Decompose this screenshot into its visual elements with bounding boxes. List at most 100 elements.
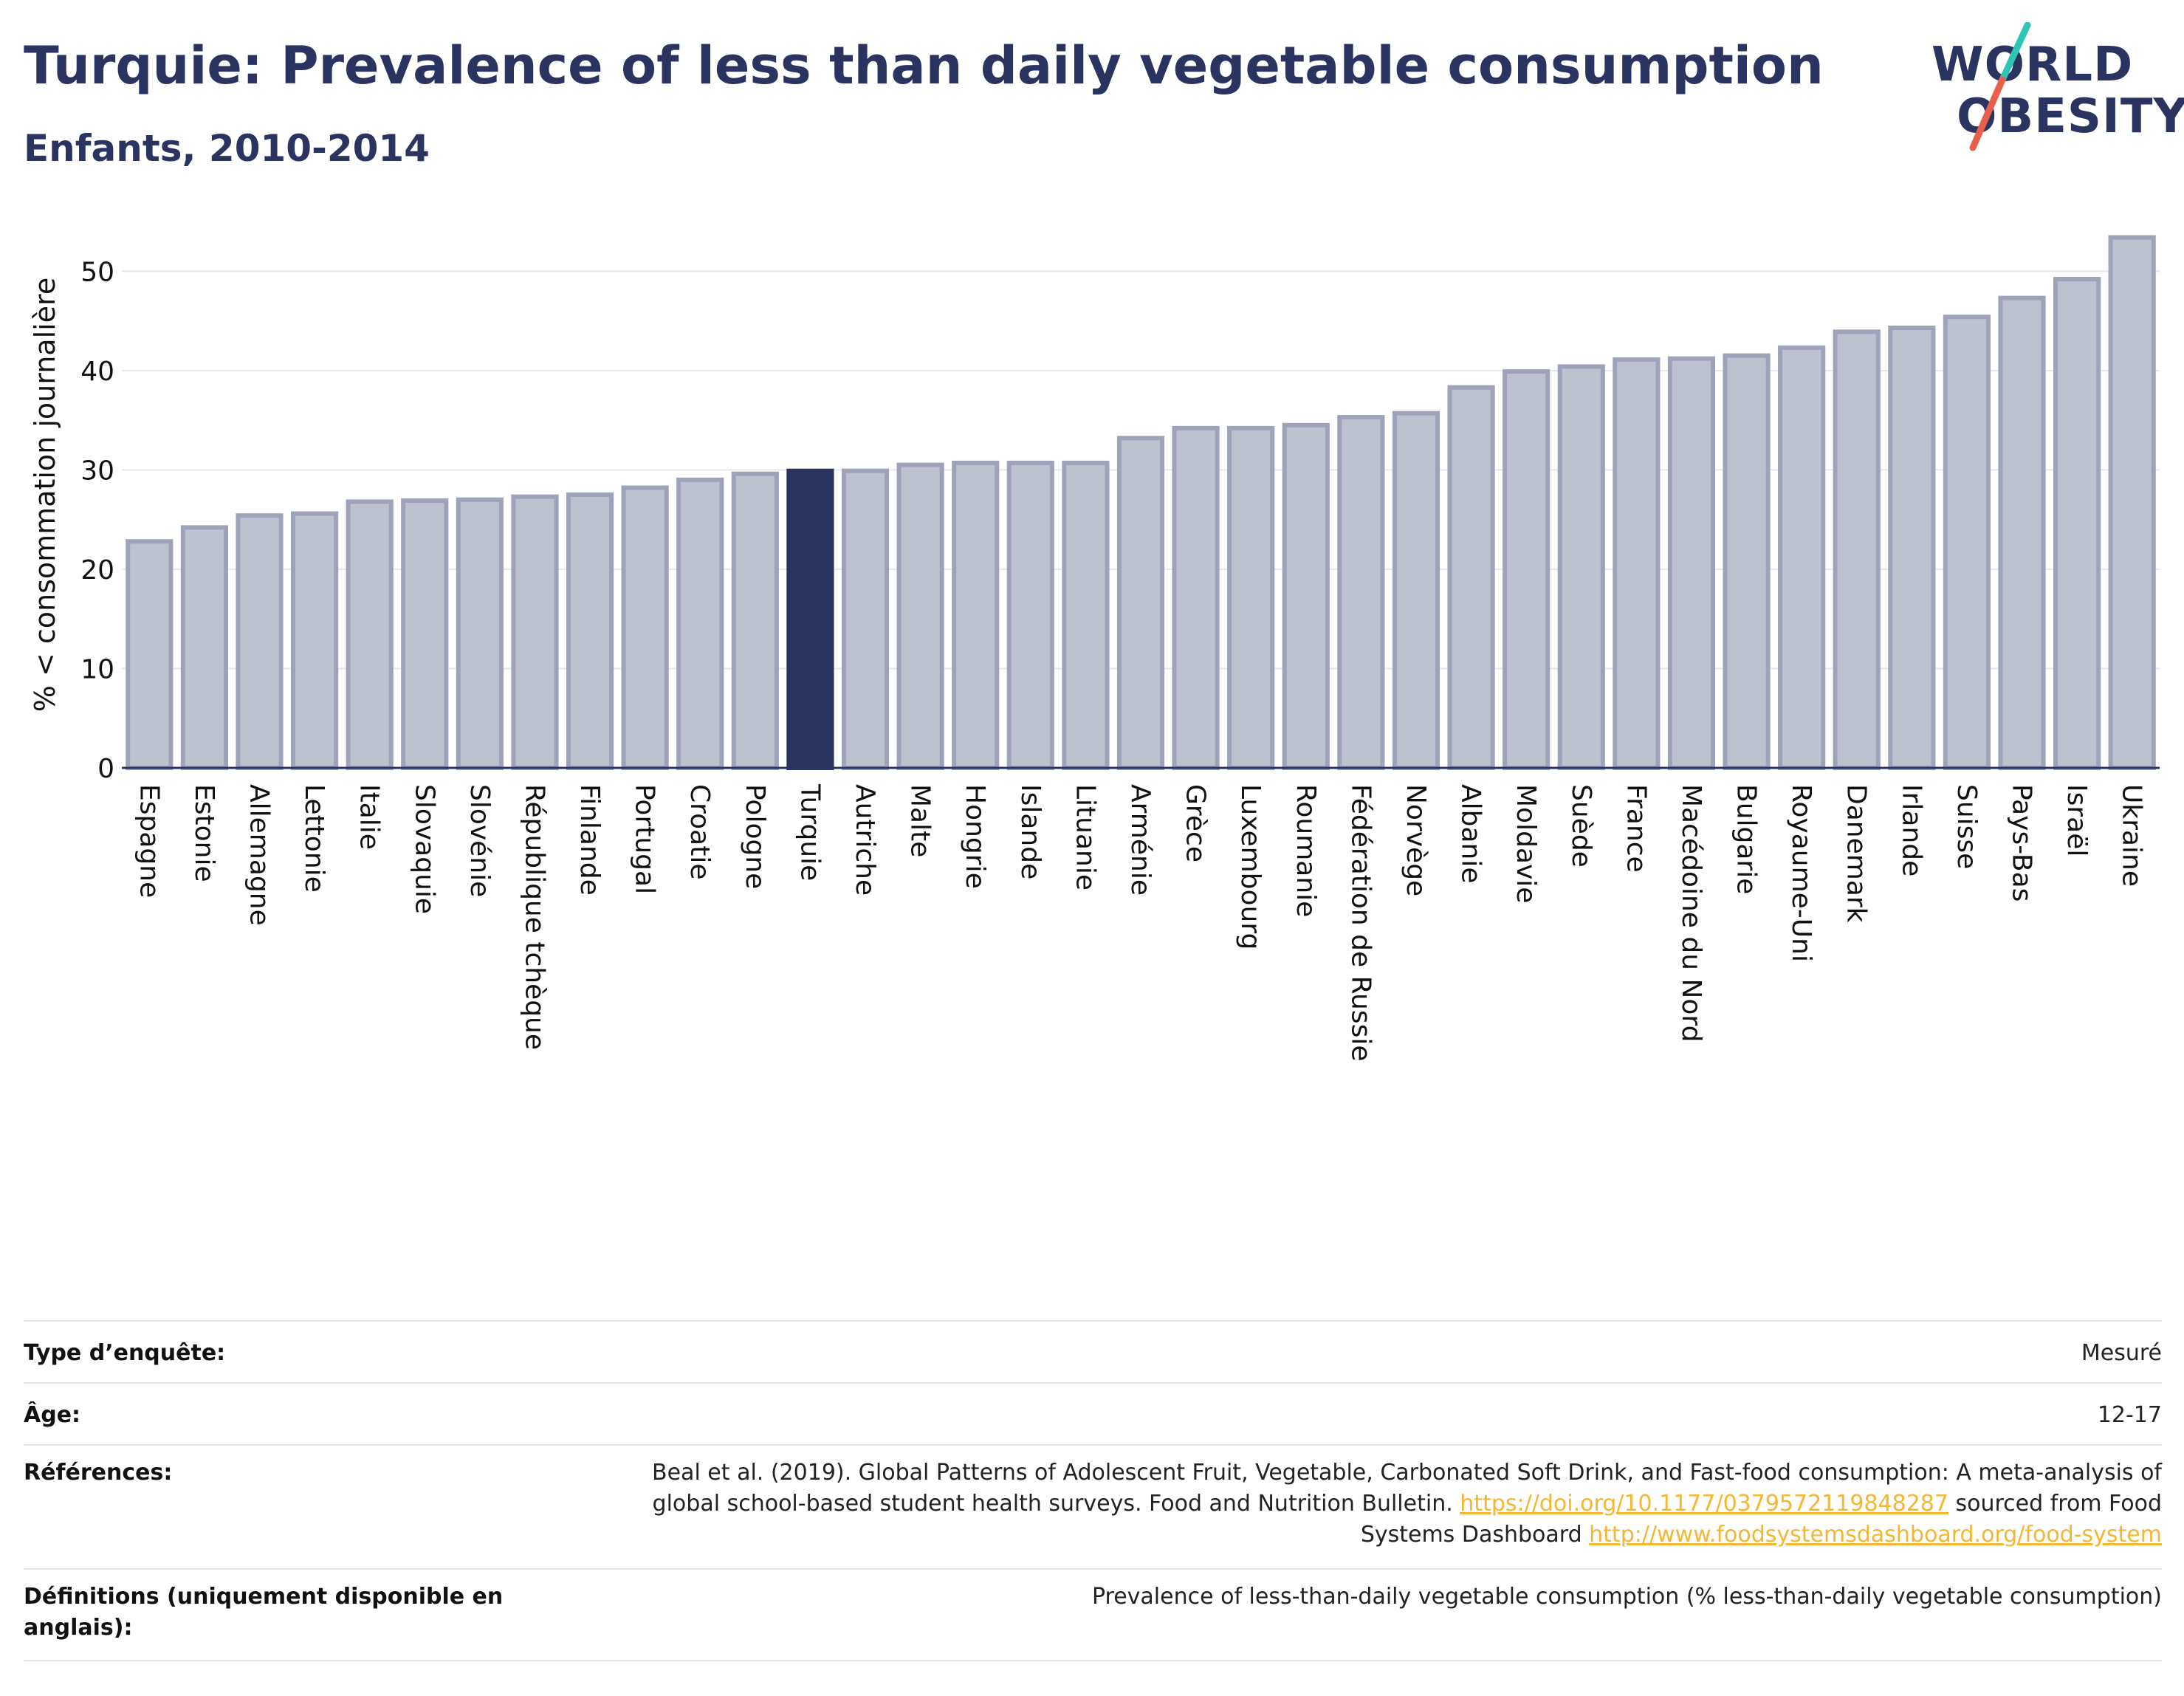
- logo-slash-icon: [1969, 22, 2031, 151]
- bar-macédoine-du-nord: [1667, 356, 1716, 770]
- x-tick-label: Albanie: [1456, 784, 1486, 884]
- bar-portugal: [621, 485, 669, 770]
- bar-danemark: [1833, 329, 1881, 770]
- x-tick-label: Irlande: [1896, 784, 1926, 876]
- bar-allemagne: [236, 513, 284, 770]
- x-tick-label: Allemagne: [244, 784, 274, 926]
- x-tick-label: Islande: [1015, 784, 1045, 879]
- x-tick-label: Pologne: [740, 784, 770, 889]
- bar-irlande: [1888, 325, 1936, 771]
- bar-roumanie: [1282, 422, 1330, 770]
- definitions-value: Prevalence of less-than-daily vegetable …: [1091, 1584, 2162, 1610]
- x-tick-label: Portugal: [630, 784, 660, 894]
- x-tick-label: Arménie: [1125, 784, 1155, 896]
- bar-république-tchèque: [511, 494, 559, 770]
- bar-norvège: [1392, 411, 1440, 770]
- bar-lituanie: [1062, 460, 1110, 770]
- y-axis-ticks: 0 10 20 30 40 50: [80, 257, 114, 784]
- x-axis-labels: Espagne Estonie Allemagne Lettonie Italie Slo…: [134, 783, 2146, 1061]
- bar-finlande: [566, 492, 614, 770]
- definitions-label: Définitions (uniquement disponible en an…: [24, 1584, 504, 1641]
- bar-arménie: [1116, 436, 1165, 770]
- x-tick-label: Suisse: [1951, 784, 1982, 869]
- references-source-text: sourced from Food Systems Dashboard: [1360, 1491, 2162, 1548]
- x-tick-label: Ukraine: [2117, 784, 2147, 887]
- age-value: 12-17: [2097, 1402, 2162, 1428]
- bar-slovénie: [456, 497, 504, 770]
- x-tick-label: République tchèque: [519, 784, 549, 1050]
- age-label: Âge:: [24, 1402, 81, 1428]
- references-text: Beal et al. (2019). Global Patterns of A…: [652, 1460, 2162, 1517]
- x-tick-label: Luxembourg: [1235, 784, 1266, 950]
- y-tick-label: 30: [80, 456, 114, 486]
- x-tick-label: Danemark: [1841, 784, 1872, 923]
- y-tick-label: 0: [97, 754, 114, 784]
- x-tick-label: Estonie: [189, 784, 219, 882]
- doi-link[interactable]: https://doi.org/10.1177/0379572119848287: [1460, 1491, 1948, 1517]
- logo-word-world: WORLD: [1931, 38, 2134, 92]
- x-tick-label: Hongrie: [960, 784, 990, 889]
- survey-type-value: Mesuré: [2081, 1340, 2162, 1366]
- x-tick-label: Moldavie: [1511, 784, 1541, 903]
- x-tick-label: Slovaquie: [409, 784, 439, 914]
- world-obesity-logo: WORLD OBESITY: [1927, 22, 2184, 155]
- x-tick-label: Norvège: [1401, 784, 1431, 896]
- x-tick-label: Finlande: [574, 784, 605, 896]
- x-tick-label: Malte: [905, 784, 935, 857]
- bars: [126, 235, 2156, 771]
- x-tick-label: Italie: [354, 784, 385, 850]
- info-table: Type d’enquête: Mesuré Âge: 12-17 Référe…: [24, 1320, 2162, 1661]
- survey-type-label: Type d’enquête:: [24, 1340, 226, 1366]
- x-tick-label: Grèce: [1181, 784, 1211, 862]
- x-tick-label: Fédération de Russie: [1345, 784, 1376, 1061]
- food-systems-link[interactable]: http://www.foodsystemsdashboard.org/food…: [1589, 1522, 2162, 1548]
- y-axis-title: % < consommation journalière: [29, 278, 61, 712]
- bar-malte: [896, 462, 944, 770]
- y-tick-label: 40: [80, 357, 114, 387]
- bar-pologne: [731, 471, 779, 770]
- x-tick-label: Roumanie: [1291, 784, 1321, 917]
- x-tick-label: Autriche: [850, 784, 880, 896]
- y-tick-label: 50: [80, 257, 114, 287]
- references-label: Références:: [24, 1460, 173, 1486]
- x-tick-label: Bulgarie: [1731, 784, 1762, 894]
- bar-estonie: [180, 525, 228, 770]
- bar-royaume-uni: [1778, 345, 1826, 770]
- bar-albanie: [1447, 385, 1495, 770]
- x-tick-label: Pays-Bas: [2007, 784, 2037, 902]
- bar-grèce: [1172, 425, 1220, 770]
- footer-row-references: Références: Beal et al. (2019). Global P…: [24, 1444, 2162, 1568]
- bar-espagne: [126, 539, 174, 770]
- bar-islande: [1006, 460, 1054, 770]
- x-tick-label: Royaume-Uni: [1786, 784, 1816, 962]
- bar-croatie: [676, 477, 724, 770]
- x-tick-label: Slovénie: [464, 784, 495, 897]
- x-tick-label: Israël: [2061, 784, 2092, 856]
- bar-fédération-de-russie: [1337, 415, 1385, 770]
- x-tick-label: Suède: [1566, 784, 1596, 868]
- bar-pays-bas: [1998, 295, 2046, 771]
- y-tick-label: 20: [80, 555, 114, 586]
- bar-hongrie: [952, 460, 1000, 770]
- bar-bulgarie: [1723, 353, 1771, 771]
- bar-lettonie: [290, 511, 339, 770]
- x-tick-label: Lituanie: [1070, 784, 1100, 890]
- bar-suède: [1557, 364, 1605, 771]
- chart-subtitle: Enfants, 2010-2014: [24, 127, 430, 170]
- bar-suisse: [1943, 315, 1991, 770]
- x-tick-label: Turquie: [794, 783, 825, 881]
- bar-chart: 0 10 20 30 40 50 Espagne Estonie Allemagne Letto…: [29, 235, 2160, 1061]
- y-tick-label: 10: [80, 654, 114, 684]
- x-tick-label: Lettonie: [299, 784, 329, 893]
- bar-italie: [346, 499, 394, 770]
- footer-row-age: Âge: 12-17: [24, 1382, 2162, 1444]
- footer-row-definitions: Définitions (uniquement disponible en an…: [24, 1568, 2162, 1661]
- bar-slovaquie: [401, 498, 449, 770]
- bar-moldavie: [1503, 369, 1551, 770]
- x-tick-label: Croatie: [684, 784, 715, 880]
- bar-luxembourg: [1227, 425, 1275, 770]
- footer-row-survey-type: Type d’enquête: Mesuré: [24, 1320, 2162, 1382]
- bar-france: [1613, 357, 1661, 770]
- x-tick-label: Macédoine du Nord: [1676, 784, 1706, 1042]
- x-tick-label: Espagne: [134, 784, 164, 898]
